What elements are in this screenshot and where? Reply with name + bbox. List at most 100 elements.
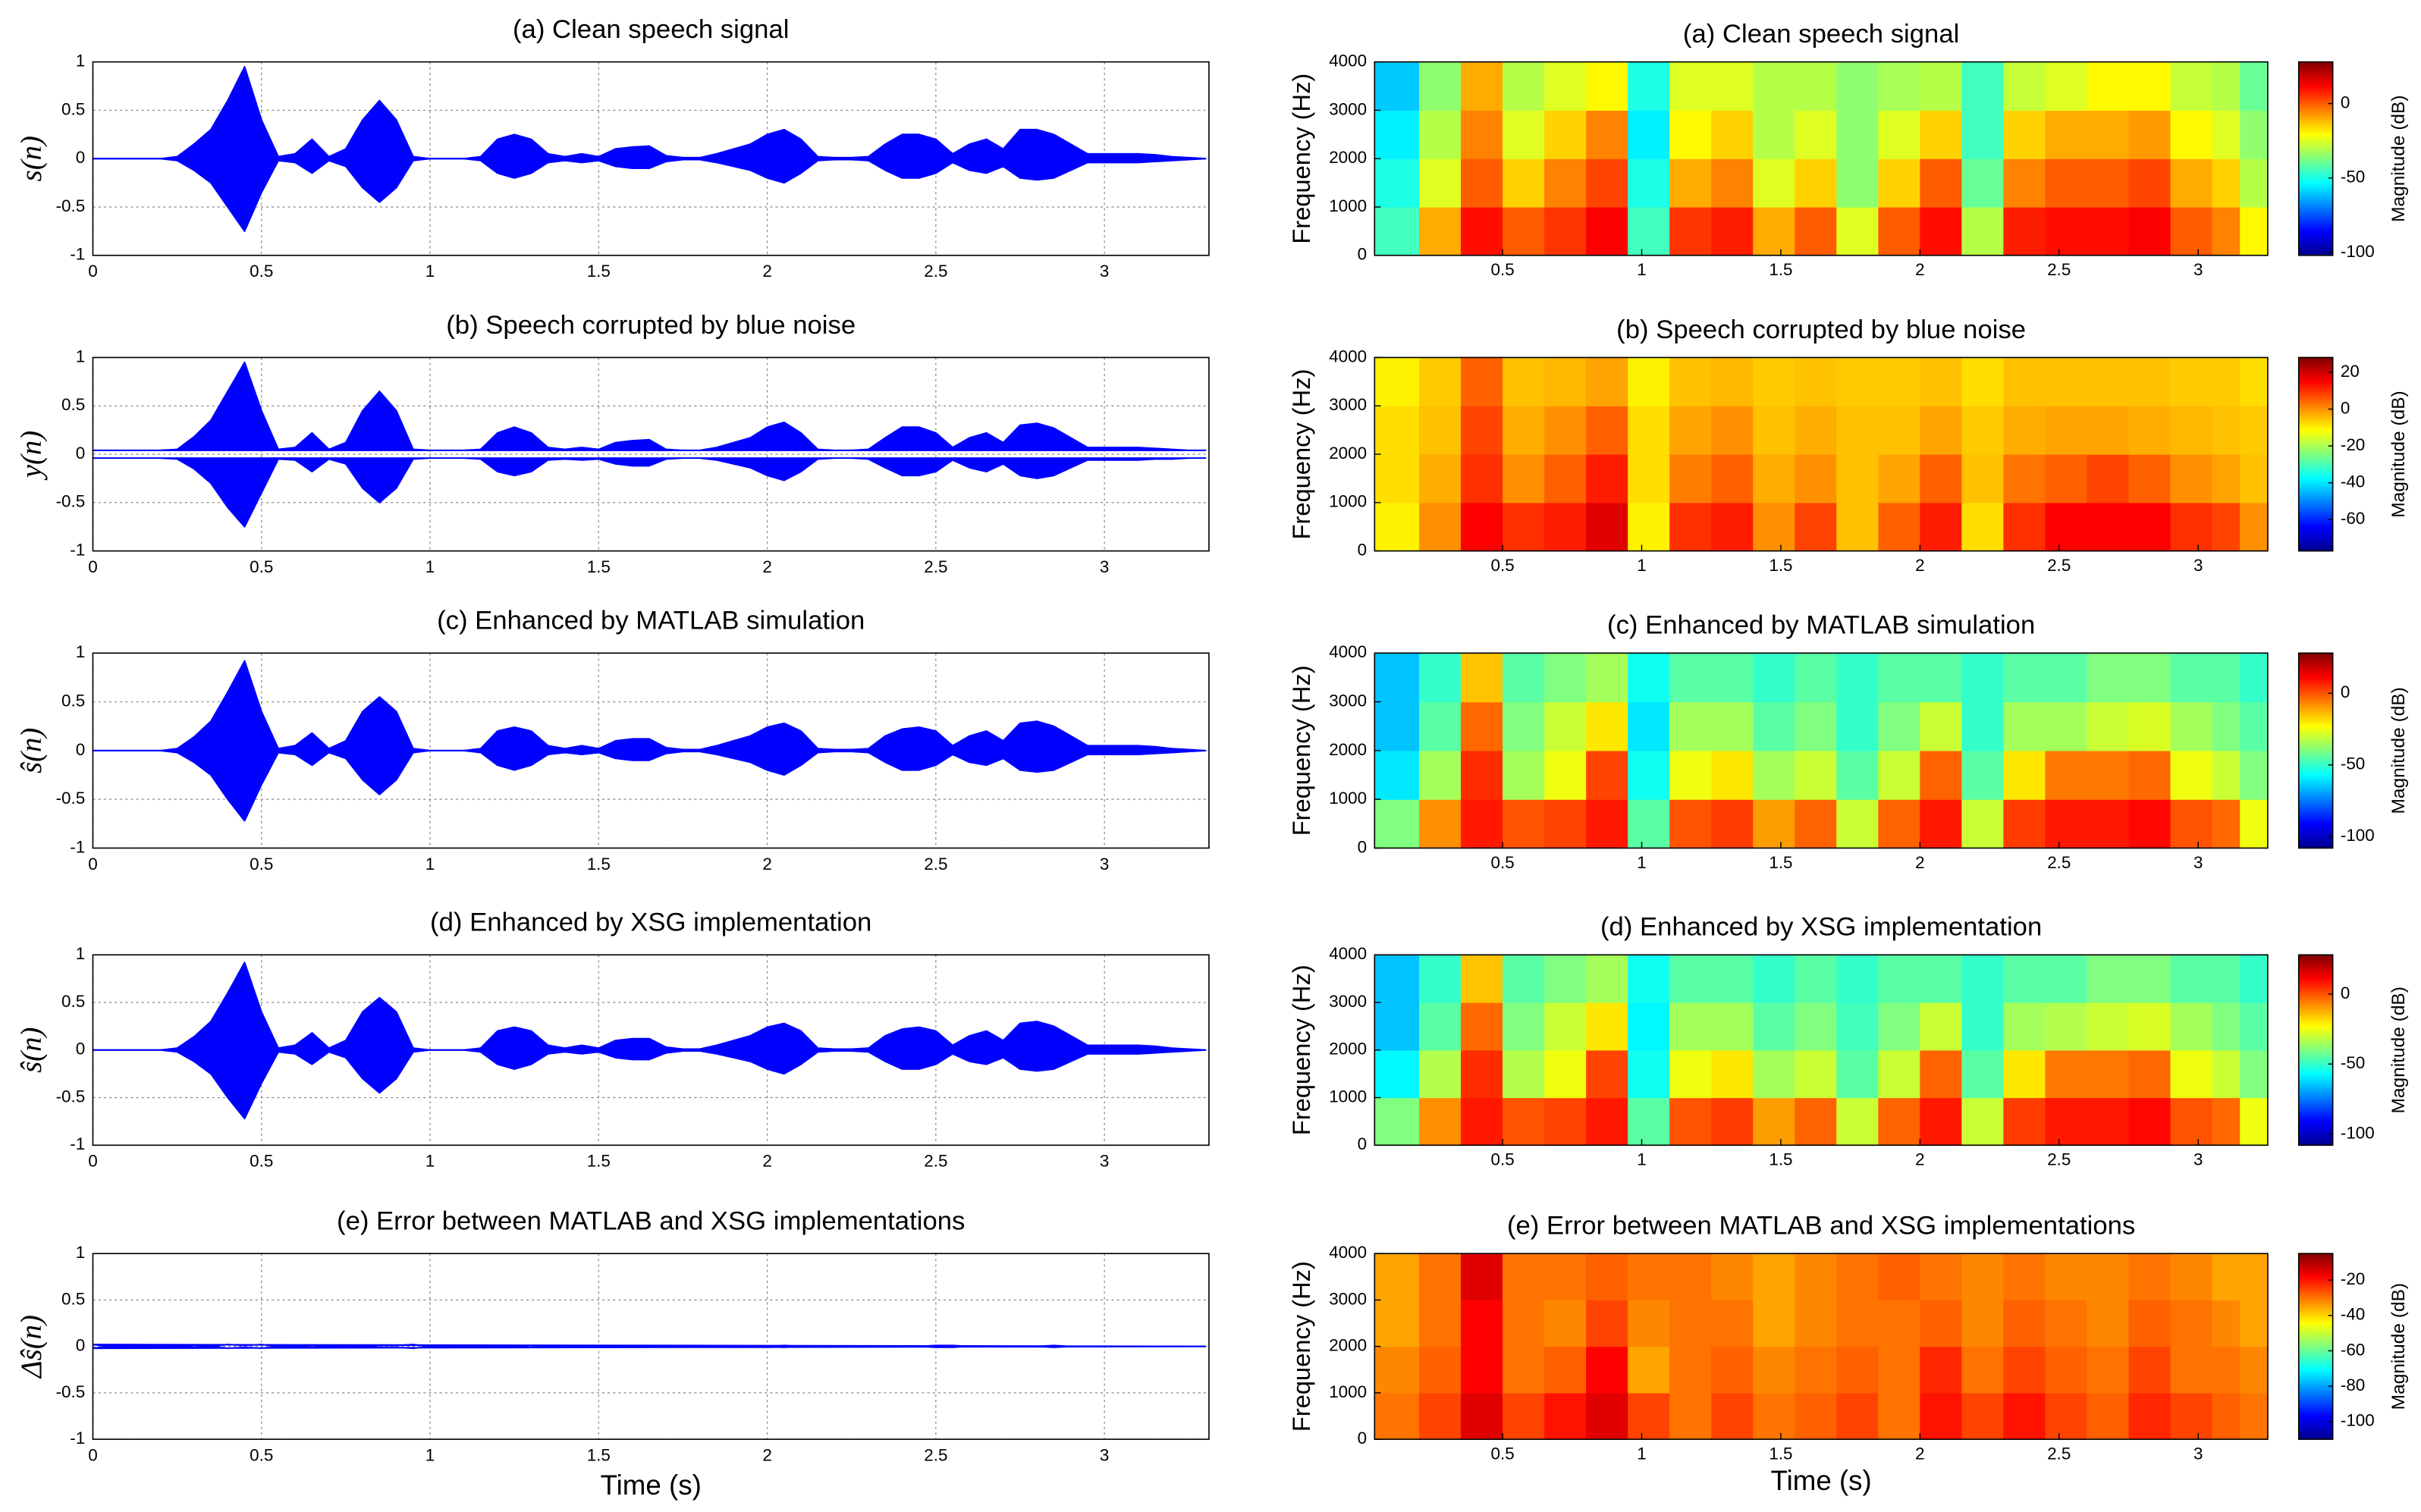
x-tick-label: 0 (88, 1152, 97, 1171)
spectrogram-cell (1419, 158, 1462, 208)
spectrogram-cell (2240, 799, 2269, 849)
spectrogram-cell (1795, 1392, 1837, 1440)
waveform-lower (92, 457, 1207, 528)
spectrogram-cell (2003, 357, 2046, 406)
spectrogram-cell (1753, 1097, 1795, 1146)
spectrogram-cell (1374, 158, 1420, 208)
spectrogram-cell (1628, 61, 1670, 111)
x-tick-label: 1.5 (587, 1152, 611, 1171)
spectrogram-cell (1374, 1346, 1420, 1394)
spectrogram-cell (1836, 750, 1879, 800)
x-tick-label: 0.5 (250, 557, 273, 576)
y-tick-label: 3000 (1329, 692, 1367, 711)
spectrogram-cell (1753, 357, 1795, 406)
spectrogram-cell (2212, 502, 2240, 552)
spectrogram-cell (1753, 750, 1795, 800)
spectrogram-cell (1711, 357, 1754, 406)
spectrogram-cell (2003, 1049, 2046, 1099)
spectrogram-cell (2003, 61, 2046, 111)
colorbar-tick-label: 0 (2341, 682, 2350, 701)
spectrogram-cell (1503, 406, 1545, 455)
spectrogram-cell (2212, 1049, 2240, 1099)
spectrogram-cell (1878, 502, 1920, 552)
spectrogram-cell (1628, 1300, 1670, 1347)
spectrogram-cell (2003, 1392, 2046, 1440)
spectrogram-cell (1586, 1300, 1628, 1347)
spectrogram-cell (1628, 357, 1670, 406)
spectrogram-cell (2087, 158, 2130, 208)
spectrogram-cell (2087, 1253, 2130, 1300)
colorbar-label: Magnitude (dB) (2388, 987, 2409, 1113)
spectrogram-cell (1961, 701, 2005, 751)
spectrogram-cell (1961, 110, 2005, 159)
spectrogram-cell (2240, 1253, 2269, 1300)
x-tick-label: 2.5 (924, 1152, 947, 1171)
spectrogram-cell (2128, 1392, 2171, 1440)
spectrogram-cell (2240, 701, 2269, 751)
spectrogram-cell (1461, 406, 1503, 455)
spectrogram-cell (1461, 701, 1503, 751)
spectrogram-cell (1836, 1346, 1879, 1394)
spectrogram-cell (1544, 1097, 1587, 1146)
spectrogram-cell (2240, 1002, 2269, 1051)
spectrogram-cell (2003, 1097, 2046, 1146)
spectrogram-cell (1961, 750, 2005, 800)
y-axis-label: ŝ(n) (15, 1027, 48, 1073)
spectrogram-cell (2003, 502, 2046, 552)
spectrogram-cell (1374, 110, 1420, 159)
spectrogram-cell (1711, 955, 1754, 1003)
x-tick-label: 2.5 (924, 557, 947, 576)
spectrogram-cell (1795, 750, 1837, 800)
spectrogram-cell (1544, 1346, 1587, 1394)
x-tick-label: 2.5 (2047, 1150, 2071, 1169)
x-tick-label: 2.5 (924, 855, 947, 874)
spectrogram-cell (2087, 1097, 2130, 1146)
spectrogram-cell (2128, 701, 2171, 751)
spectrogram-cell (1669, 158, 1712, 208)
spectrogram-cell (1374, 1097, 1420, 1146)
y-axis-label: s(n) (15, 136, 48, 181)
y-tick-label: 1 (76, 944, 85, 963)
spectrogram-cell (1669, 454, 1712, 503)
y-tick-label: 2000 (1329, 148, 1367, 167)
spectrogram-cell (1374, 502, 1420, 552)
spectrogram-cell (1628, 799, 1670, 849)
spectrogram-cell (1586, 454, 1628, 503)
y-tick-label: -1 (70, 1134, 85, 1153)
y-tick-label: -0.5 (56, 789, 86, 808)
spectrogram-cell (1753, 1002, 1795, 1051)
spectrogram-cell (2087, 653, 2130, 703)
plot-frame (1374, 61, 2269, 256)
plot-frame (92, 61, 1210, 256)
y-tick-label: 1 (76, 642, 85, 661)
spectrogram-cell (1878, 955, 1920, 1003)
spectrogram-cell (2240, 1346, 2269, 1394)
y-axis-label: Frequency (Hz) (1287, 665, 1315, 836)
spectrogram-cell (1419, 701, 1462, 751)
spectrogram-cell (1586, 61, 1628, 111)
spectrogram-cell (1503, 61, 1545, 111)
spectrogram-cell (2003, 158, 2046, 208)
spectrogram-cell (1711, 701, 1754, 751)
plot-title: (a) Clean speech signal (513, 15, 789, 44)
spectrogram-cell (1795, 1300, 1837, 1347)
spectrogram-cell (1961, 653, 2005, 703)
spectrogram-cell (1544, 110, 1587, 159)
spectrogram-cell (1711, 1002, 1754, 1051)
spectrogram-cell (2003, 206, 2046, 256)
spectrogram-cell (1419, 206, 1462, 256)
spectrogram-cell (2212, 750, 2240, 800)
spectrogram-cell (1628, 158, 1670, 208)
spectrogram-cell (1753, 110, 1795, 159)
spectrogram-cell (2045, 799, 2088, 849)
spectrogram-cell (2170, 955, 2213, 1003)
spectrogram-cell (1669, 1049, 1712, 1099)
spectrogram-cell (2087, 799, 2130, 849)
spectrogram-cell (1503, 502, 1545, 552)
spectrogram-cell (2045, 1097, 2088, 1146)
spectrogram-cell (1711, 750, 1754, 800)
spectrogram-cell (1628, 1002, 1670, 1051)
y-tick-label: 1000 (1329, 1087, 1367, 1106)
colorbar (2297, 61, 2334, 256)
spectrogram-cell (1628, 454, 1670, 503)
